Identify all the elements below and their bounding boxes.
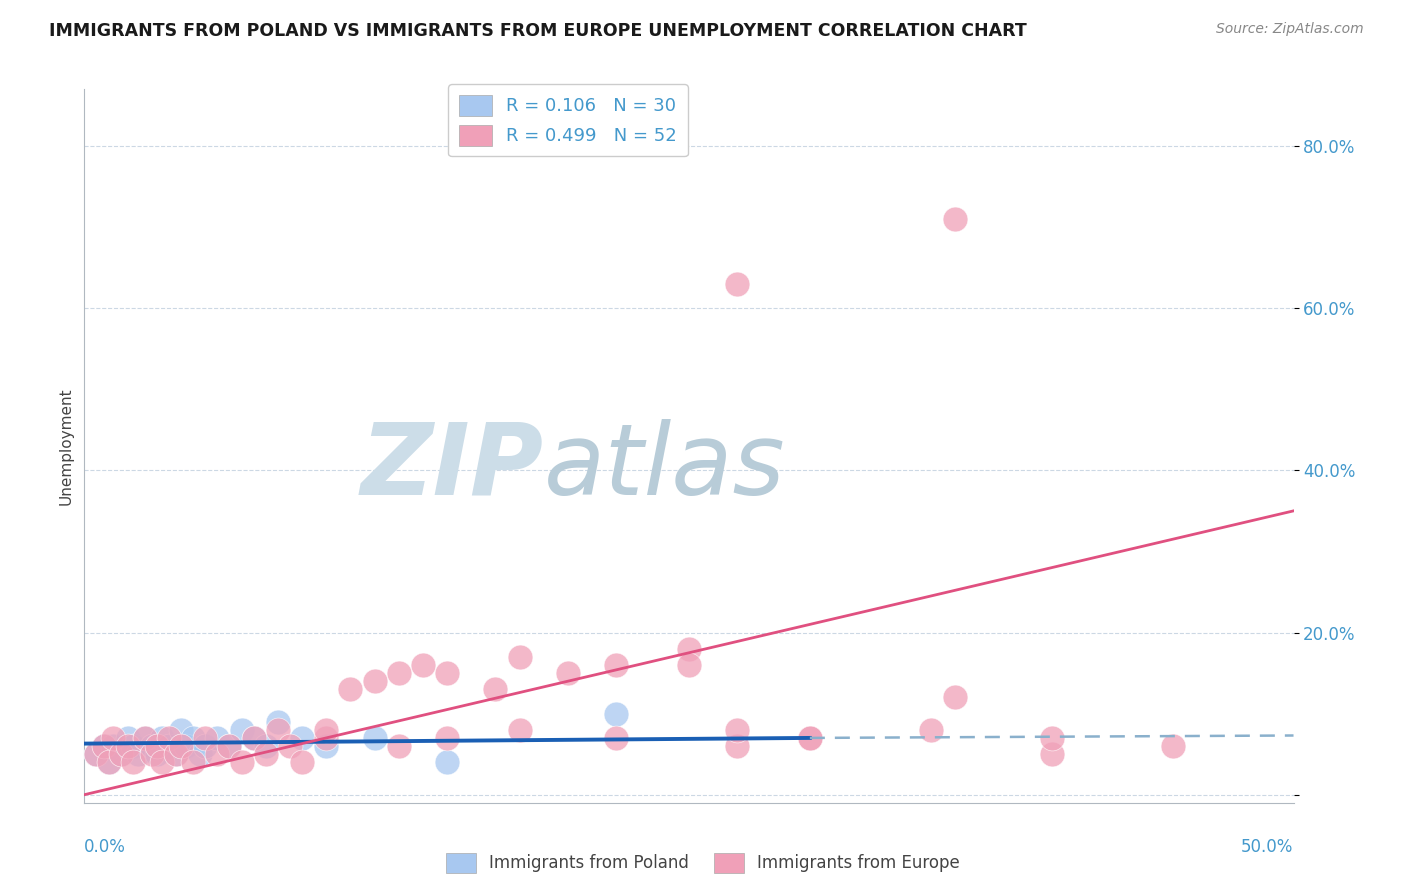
Point [170,739,193,753]
Text: atlas: atlas [544,419,786,516]
Point [436,756,458,770]
Point [920,723,942,737]
Point [97,756,120,770]
Text: ZIP: ZIP [361,419,544,516]
Point [388,739,411,753]
Point [291,731,314,745]
Point [509,723,531,737]
Point [194,731,217,745]
Point [134,731,156,745]
Point [231,756,253,770]
Point [509,649,531,664]
Point [242,731,264,745]
Point [436,666,458,681]
Point [207,731,229,745]
Point [165,747,187,761]
Point [605,706,627,721]
Point [363,674,385,689]
Point [146,739,169,753]
Point [254,739,277,753]
Point [97,756,120,770]
Point [157,731,180,745]
Point [194,739,217,753]
Point [484,682,506,697]
Point [943,690,966,705]
Legend: Immigrants from Poland, Immigrants from Europe: Immigrants from Poland, Immigrants from … [439,847,967,880]
Point [181,731,204,745]
Point [267,723,290,737]
Point [231,723,253,737]
Point [146,747,169,761]
Point [121,756,143,770]
Point [725,277,748,291]
Point [412,657,434,672]
Point [141,739,163,753]
Point [254,747,277,761]
Point [943,211,966,226]
Point [93,739,115,753]
Point [218,739,240,753]
Point [315,731,337,745]
Point [278,739,301,753]
Point [725,739,748,753]
Point [799,731,821,745]
Point [1040,731,1063,745]
Point [190,747,212,761]
Point [388,666,411,681]
Point [127,747,149,761]
Point [110,747,132,761]
Y-axis label: Unemployment: Unemployment [58,387,73,505]
Point [110,747,132,761]
Point [93,739,115,753]
Text: Source: ZipAtlas.com: Source: ZipAtlas.com [1216,22,1364,37]
Point [86,747,108,761]
Point [557,666,579,681]
Point [1161,739,1184,753]
Point [181,756,204,770]
Point [86,747,108,761]
Text: 50.0%: 50.0% [1241,838,1294,856]
Point [121,739,143,753]
Point [291,756,314,770]
Point [678,641,700,656]
Point [678,657,700,672]
Point [315,739,337,753]
Legend: R = 0.106   N = 30, R = 0.499   N = 52: R = 0.106 N = 30, R = 0.499 N = 52 [449,84,688,156]
Point [150,731,173,745]
Point [725,723,748,737]
Point [339,682,361,697]
Point [267,714,290,729]
Point [117,739,139,753]
Point [170,723,193,737]
Point [117,731,139,745]
Point [103,731,125,745]
Text: IMMIGRANTS FROM POLAND VS IMMIGRANTS FROM EUROPE UNEMPLOYMENT CORRELATION CHART: IMMIGRANTS FROM POLAND VS IMMIGRANTS FRO… [49,22,1026,40]
Point [157,739,180,753]
Point [605,657,627,672]
Point [605,731,627,745]
Point [218,739,240,753]
Point [436,731,458,745]
Point [174,739,197,753]
Point [150,756,173,770]
Point [165,747,187,761]
Point [363,731,385,745]
Point [141,747,163,761]
Point [207,747,229,761]
Text: 0.0%: 0.0% [84,838,127,856]
Point [103,739,125,753]
Point [799,731,821,745]
Point [134,731,156,745]
Point [242,731,264,745]
Point [1040,747,1063,761]
Point [315,723,337,737]
